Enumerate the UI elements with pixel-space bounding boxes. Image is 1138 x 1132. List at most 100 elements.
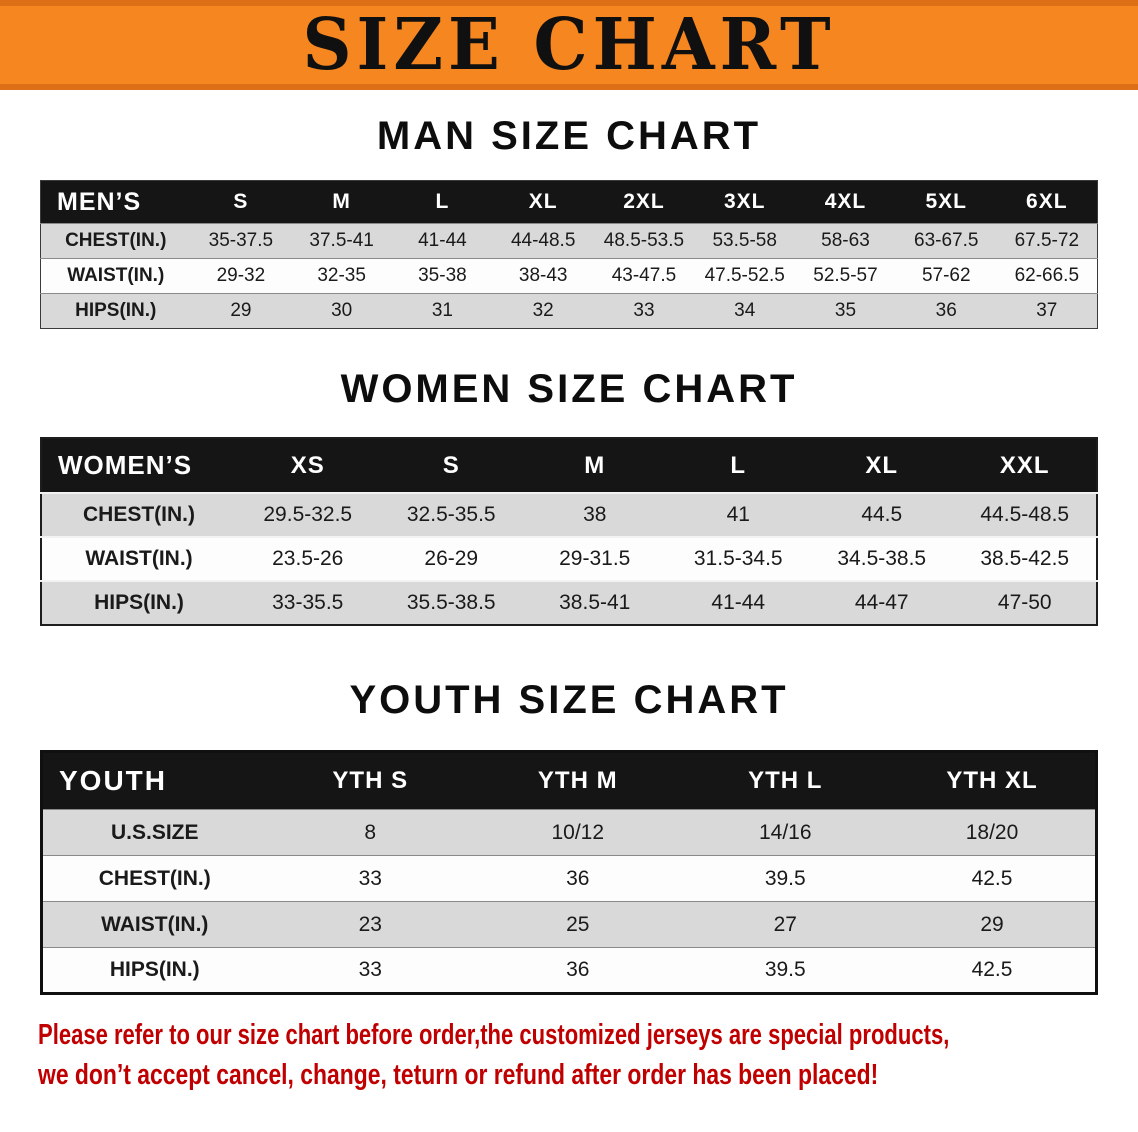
size-header-cell: M bbox=[291, 180, 393, 224]
size-header-cell: XL bbox=[492, 180, 594, 224]
size-table: WOMEN’S XS S M L XL XXL CHEST(IN.) 29.5-32.5 32.5… bbox=[40, 437, 1098, 626]
size-header-cell: YTH M bbox=[474, 751, 682, 810]
value-cell: 35-37.5 bbox=[190, 223, 292, 259]
table-row: CHEST(IN.) 35-37.5 37.5-41 41-44 44-48.5 48.5… bbox=[40, 223, 1098, 259]
value-cell: 29-32 bbox=[190, 258, 292, 294]
value-cell: 57-62 bbox=[895, 258, 997, 294]
value-cell: 44.5-48.5 bbox=[953, 492, 1097, 537]
row-label-cell: WAIST(IN.) bbox=[40, 258, 191, 294]
table-header-row: WOMEN’S XS S M L XL XXL bbox=[41, 438, 1097, 493]
value-cell: 23 bbox=[266, 901, 474, 948]
size-header-cell: L bbox=[666, 438, 810, 493]
disclaimer: Please refer to our size chart before or… bbox=[38, 1015, 1138, 1095]
value-cell: 44-47 bbox=[810, 580, 954, 625]
value-cell: 62-66.5 bbox=[996, 258, 1098, 294]
table-title-cell: MEN’S bbox=[40, 180, 191, 224]
table-row: U.S.SIZE 8 10/12 14/16 18/20 bbox=[41, 809, 1097, 856]
value-cell: 34 bbox=[694, 293, 796, 329]
value-cell: 18/20 bbox=[889, 809, 1097, 856]
value-cell: 38.5-42.5 bbox=[953, 536, 1097, 581]
women-size-heading: WOMEN SIZE CHART bbox=[340, 367, 798, 411]
value-cell: 41 bbox=[666, 492, 810, 537]
value-cell: 47-50 bbox=[953, 580, 1097, 625]
size-header-cell: XXL bbox=[953, 438, 1097, 493]
size-header-cell: 6XL bbox=[996, 180, 1098, 224]
value-cell: 41-44 bbox=[392, 223, 493, 259]
row-label-cell: WAIST(IN.) bbox=[41, 536, 236, 581]
value-cell: 38 bbox=[523, 492, 667, 537]
size-header-cell: S bbox=[379, 438, 523, 493]
size-header-cell: XL bbox=[810, 438, 954, 493]
value-cell: 34.5-38.5 bbox=[810, 536, 954, 581]
row-label-cell: HIPS(IN.) bbox=[40, 293, 191, 329]
value-cell: 38.5-41 bbox=[523, 580, 667, 625]
value-cell: 29.5-32.5 bbox=[236, 492, 380, 537]
table-row: WAIST(IN.) 23.5-26 26-29 29-31.5 31.5-34.5 34… bbox=[41, 536, 1097, 581]
value-cell: 38-43 bbox=[492, 258, 594, 294]
value-cell: 48.5-53.5 bbox=[593, 223, 695, 259]
value-cell: 39.5 bbox=[681, 855, 889, 902]
value-cell: 27 bbox=[681, 901, 889, 948]
size-header-cell: L bbox=[392, 180, 493, 224]
man-size-section: MAN SIZE CHART MEN’S S M L XL 2XL 3XL 4XL 5XL 6XL… bbox=[0, 114, 1138, 329]
value-cell: 29-31.5 bbox=[523, 536, 667, 581]
table-header-row: YOUTH YTH S YTH M YTH L YTH XL bbox=[41, 751, 1097, 810]
row-label-cell: U.S.SIZE bbox=[41, 809, 267, 856]
table-row: HIPS(IN.) 33-35.5 35.5-38.5 38.5-41 41-44 44-… bbox=[41, 580, 1097, 625]
value-cell: 37 bbox=[996, 293, 1098, 329]
size-header-cell: XS bbox=[236, 438, 380, 493]
value-cell: 52.5-57 bbox=[795, 258, 896, 294]
value-cell: 44.5 bbox=[810, 492, 954, 537]
size-header-cell: S bbox=[190, 180, 292, 224]
value-cell: 8 bbox=[266, 809, 474, 856]
value-cell: 36 bbox=[474, 855, 682, 902]
size-header-cell: 2XL bbox=[593, 180, 695, 224]
row-label-cell: HIPS(IN.) bbox=[41, 947, 267, 994]
row-label-cell: CHEST(IN.) bbox=[40, 223, 191, 259]
value-cell: 33-35.5 bbox=[236, 580, 380, 625]
size-header-cell: 4XL bbox=[795, 180, 896, 224]
size-chart-banner: SIZE CHART bbox=[0, 0, 1138, 90]
value-cell: 35.5-38.5 bbox=[379, 580, 523, 625]
value-cell: 25 bbox=[474, 901, 682, 948]
banner-title: SIZE CHART bbox=[302, 3, 836, 87]
value-cell: 29 bbox=[889, 901, 1097, 948]
value-cell: 31.5-34.5 bbox=[666, 536, 810, 581]
row-label-cell: CHEST(IN.) bbox=[41, 492, 236, 537]
value-cell: 33 bbox=[266, 855, 474, 902]
size-table: YOUTH YTH S YTH M YTH L YTH XL U.S.SIZE 8 10/12… bbox=[40, 750, 1098, 995]
disclaimer-line-2: we don’t accept cancel, change, teturn o… bbox=[38, 1059, 879, 1091]
table-title-cell: YOUTH bbox=[41, 751, 267, 810]
disclaimer-line-1: Please refer to our size chart before or… bbox=[38, 1019, 950, 1051]
value-cell: 33 bbox=[593, 293, 695, 329]
table-row: WAIST(IN.) 23 25 27 29 bbox=[41, 901, 1097, 948]
value-cell: 58-63 bbox=[795, 223, 896, 259]
value-cell: 42.5 bbox=[889, 855, 1097, 902]
value-cell: 33 bbox=[266, 947, 474, 994]
women-size-table: WOMEN’S XS S M L XL XXL CHEST(IN.) 29.5-32.5 32.5… bbox=[40, 437, 1098, 626]
value-cell: 36 bbox=[895, 293, 997, 329]
value-cell: 10/12 bbox=[474, 809, 682, 856]
size-header-cell: YTH XL bbox=[889, 751, 1097, 810]
value-cell: 67.5-72 bbox=[996, 223, 1098, 259]
value-cell: 47.5-52.5 bbox=[694, 258, 796, 294]
size-header-cell: M bbox=[523, 438, 667, 493]
value-cell: 30 bbox=[291, 293, 393, 329]
value-cell: 63-67.5 bbox=[895, 223, 997, 259]
value-cell: 42.5 bbox=[889, 947, 1097, 994]
table-row: HIPS(IN.) 33 36 39.5 42.5 bbox=[41, 947, 1097, 994]
value-cell: 35-38 bbox=[392, 258, 493, 294]
women-size-section: WOMEN SIZE CHART WOMEN’S XS S M L XL XXL CHEST(… bbox=[0, 367, 1138, 626]
value-cell: 43-47.5 bbox=[593, 258, 695, 294]
value-cell: 53.5-58 bbox=[694, 223, 796, 259]
value-cell: 37.5-41 bbox=[291, 223, 393, 259]
youth-size-heading: YOUTH SIZE CHART bbox=[349, 678, 789, 722]
table-row: HIPS(IN.) 29 30 31 32 33 34 35 36 37 bbox=[40, 293, 1098, 329]
value-cell: 39.5 bbox=[681, 947, 889, 994]
value-cell: 32 bbox=[492, 293, 594, 329]
size-header-cell: 3XL bbox=[694, 180, 796, 224]
size-header-cell: 5XL bbox=[895, 180, 997, 224]
table-row: WAIST(IN.) 29-32 32-35 35-38 38-43 43-47.5 47.… bbox=[40, 258, 1098, 294]
men-size-table: MEN’S S M L XL 2XL 3XL 4XL 5XL 6XL CHEST(IN.) 35-37… bbox=[40, 180, 1098, 329]
value-cell: 36 bbox=[474, 947, 682, 994]
